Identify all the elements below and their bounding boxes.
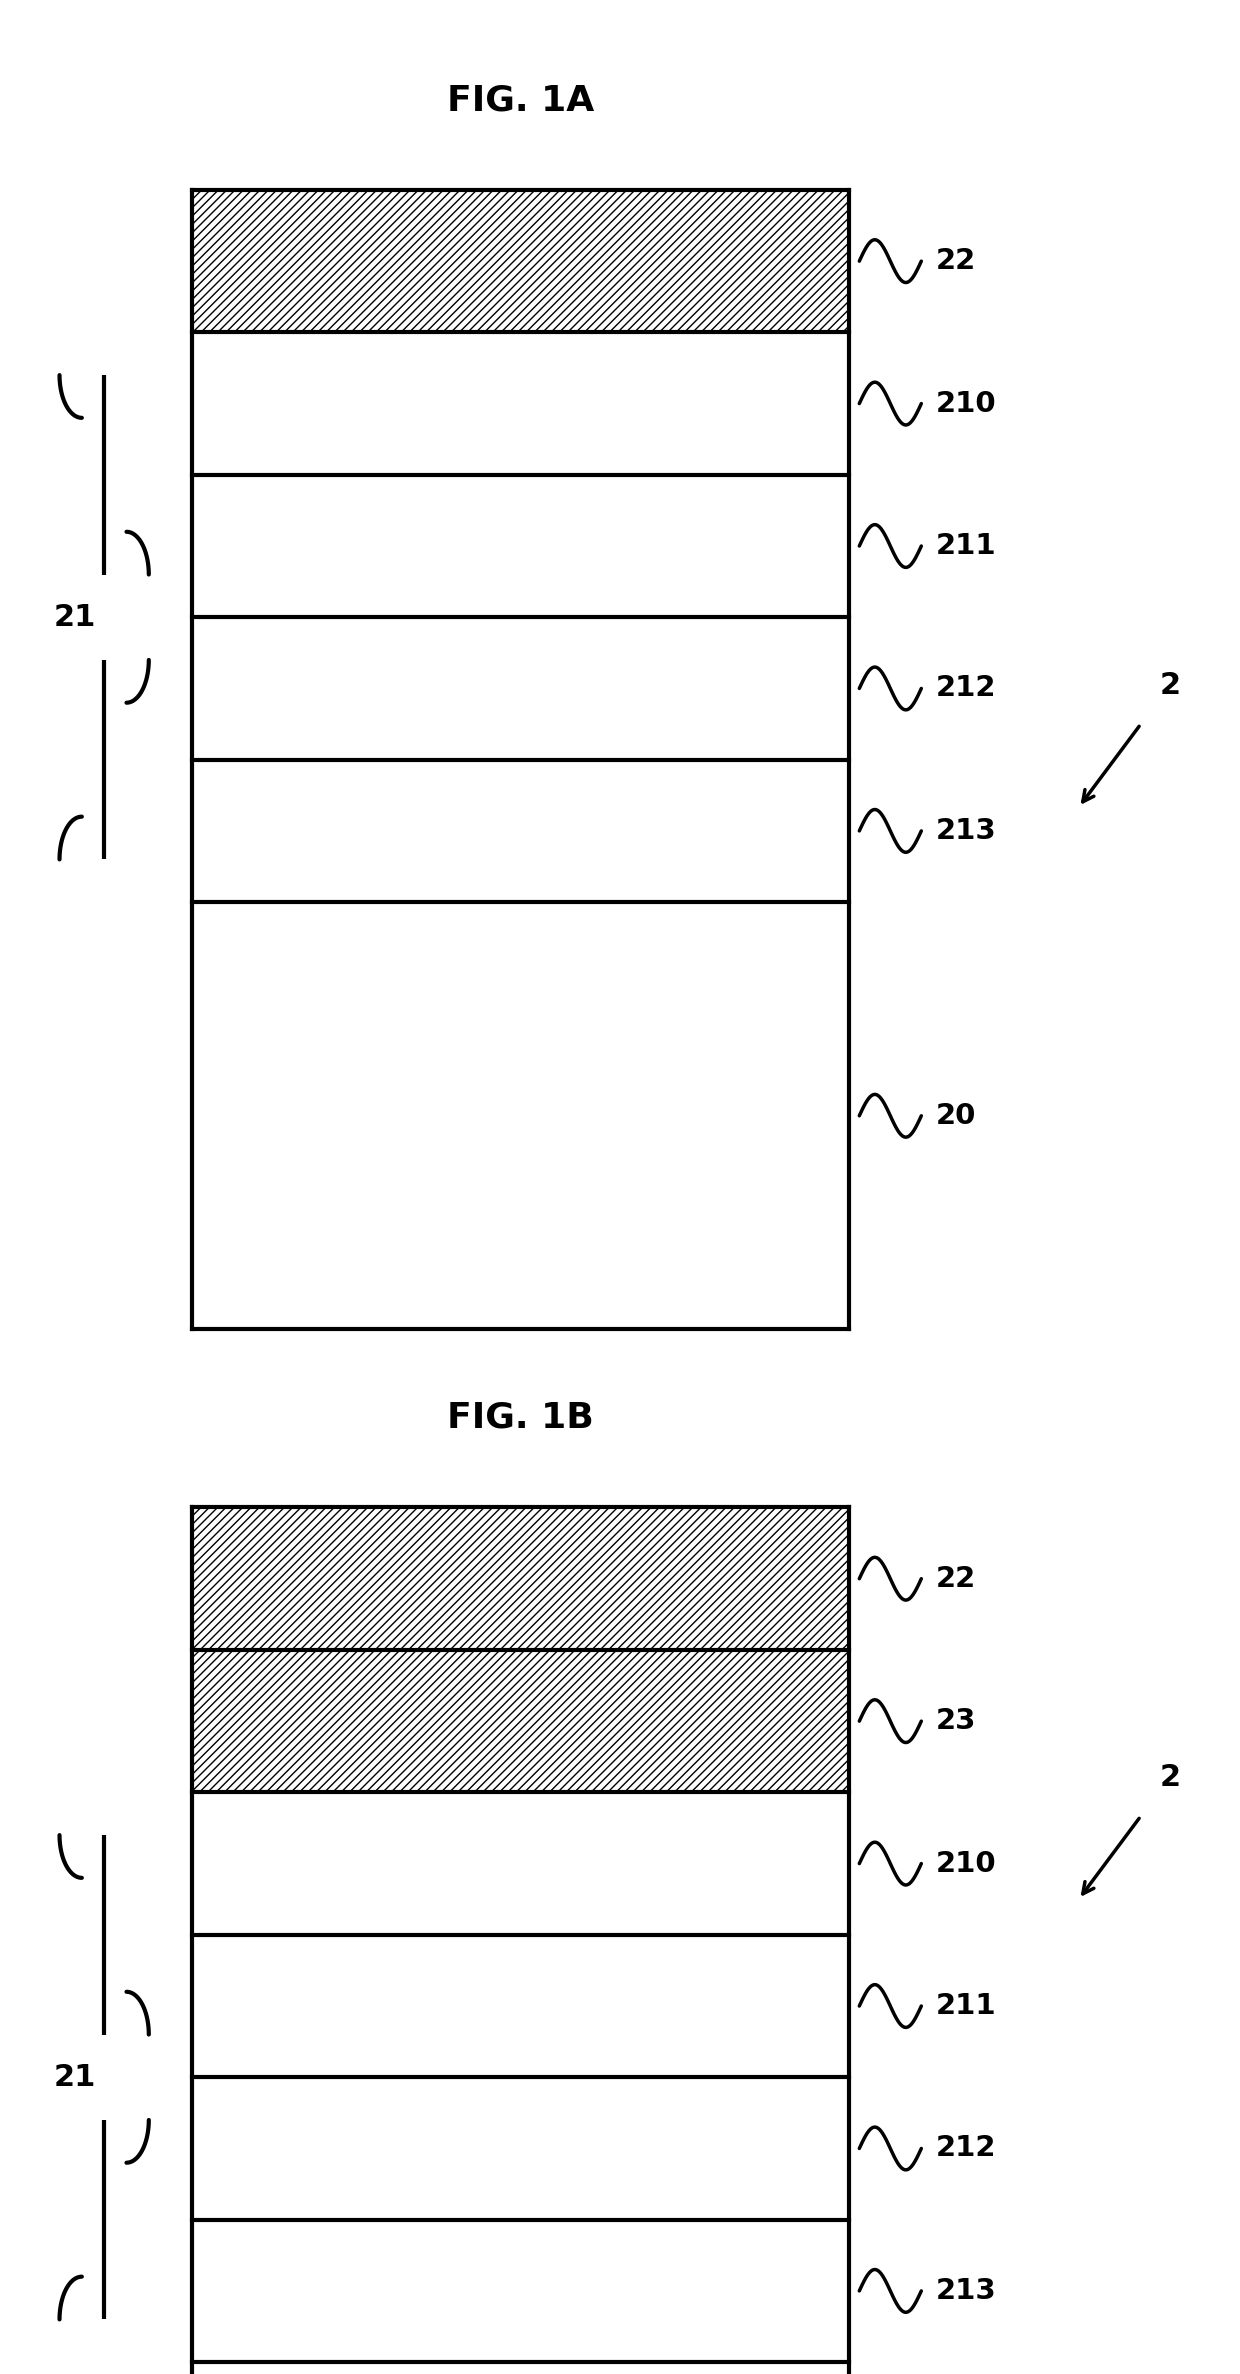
Bar	[192, 2220, 849, 2362]
Text: 2: 2	[1159, 672, 1180, 700]
Text: 20: 20	[936, 1102, 977, 1130]
Text: 210: 210	[936, 1849, 997, 1878]
Bar	[192, 617, 849, 760]
Text: 22: 22	[936, 1564, 976, 1593]
Bar	[192, 332, 849, 475]
Text: 21: 21	[53, 603, 95, 631]
Text: 2: 2	[1159, 1764, 1180, 1792]
Text: 212: 212	[936, 2134, 997, 2163]
Text: 23: 23	[936, 1707, 977, 1735]
Text: 21: 21	[53, 2063, 95, 2091]
Bar	[192, 1792, 849, 1935]
Text: 213: 213	[936, 817, 997, 845]
Bar	[192, 2077, 849, 2220]
Bar	[192, 1650, 849, 1792]
Text: FIG. 1A: FIG. 1A	[448, 83, 594, 116]
Bar	[192, 760, 849, 902]
Bar	[192, 1935, 849, 2077]
Text: 210: 210	[936, 389, 997, 418]
Text: 211: 211	[936, 1992, 997, 2020]
Text: 212: 212	[936, 674, 997, 703]
Text: 213: 213	[936, 2277, 997, 2305]
Bar	[192, 190, 849, 332]
Bar	[192, 1507, 849, 1650]
Bar	[192, 902, 849, 1329]
Text: 211: 211	[936, 532, 997, 560]
Text: FIG. 1B: FIG. 1B	[448, 1401, 594, 1434]
Bar	[192, 475, 849, 617]
Text: 22: 22	[936, 247, 976, 275]
